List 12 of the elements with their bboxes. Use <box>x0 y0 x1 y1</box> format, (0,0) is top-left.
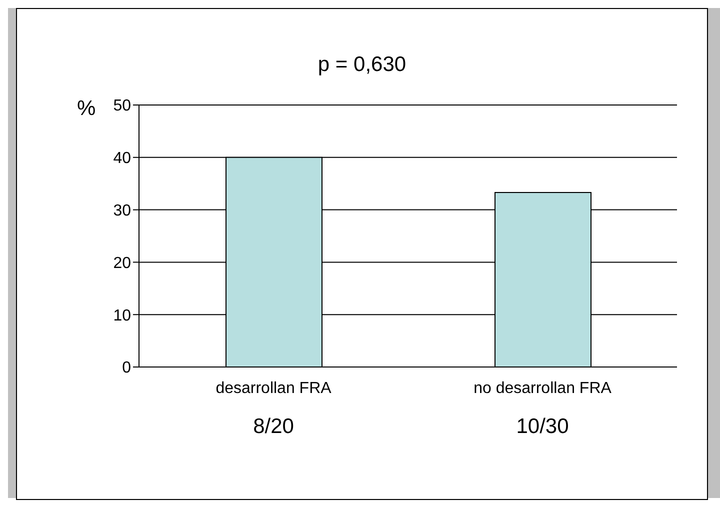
y-tick-label: 40 <box>113 150 132 168</box>
y-tick-label: 0 <box>122 360 132 377</box>
text: 8/20 <box>253 415 294 438</box>
y-tick-label: 20 <box>113 254 132 272</box>
chart-title: p = 0,630 <box>316 53 408 77</box>
y-tick-label: 50 <box>113 98 132 115</box>
y-axis-title: % <box>77 97 96 120</box>
y-tick-label: 10 <box>113 307 132 324</box>
x-tick-label: desarrollan FRA <box>216 380 332 397</box>
text: 10/30 <box>516 415 569 438</box>
y-tick-label: 30 <box>113 202 132 220</box>
x-tick-label: no desarrollan FRA <box>474 380 612 397</box>
